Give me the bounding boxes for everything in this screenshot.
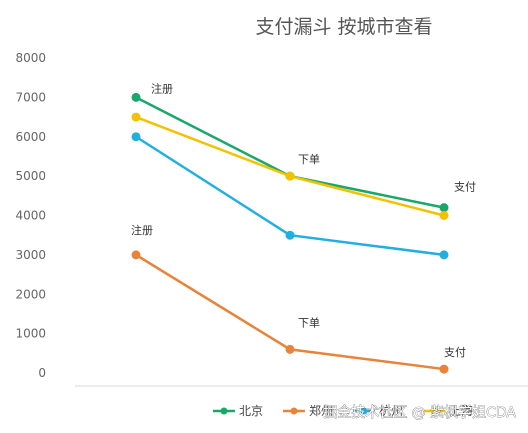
watermark: 掘金技术社区 @ 紫枫学姐CDA <box>323 405 516 421</box>
annotation-label: 注册 <box>131 223 153 237</box>
annotation-label: 注册 <box>151 81 173 95</box>
data-point <box>439 250 449 260</box>
legend-swatch-marker <box>430 407 438 415</box>
legend: 北京 郑州 杭州 上海 <box>213 403 473 418</box>
legend-swatch-marker <box>360 407 368 415</box>
y-tick-label: 7000 <box>15 90 46 104</box>
y-tick-label: 6000 <box>15 130 46 144</box>
data-point <box>131 132 141 142</box>
annotation-label: 下单 <box>298 316 320 329</box>
y-tick-label: 3000 <box>15 248 46 262</box>
series-line-0 <box>135 96 445 209</box>
y-tick-label: 4000 <box>15 209 46 223</box>
annotation-label: 下单 <box>298 153 320 166</box>
data-point <box>285 230 295 240</box>
annotation-label: 支付 <box>444 346 466 359</box>
legend-label: 杭州 <box>379 403 403 418</box>
y-tick-label: 1000 <box>15 327 46 341</box>
annotation-label: 支付 <box>454 181 476 194</box>
y-tick-label: 5000 <box>15 169 46 183</box>
legend-label: 上海 <box>449 403 473 418</box>
data-point <box>131 92 141 102</box>
chart-title: 支付漏斗 按城市查看 <box>255 16 432 38</box>
y-tick-label: 8000 <box>15 51 46 65</box>
legend-label: 北京 <box>239 404 263 418</box>
legend-swatch-marker <box>220 407 228 415</box>
data-point <box>131 250 141 260</box>
y-axis-ticks: 8000 7000 6000 5000 4000 3000 2000 1000 0 <box>15 51 46 380</box>
y-tick-label: 0 <box>38 366 46 380</box>
series-points <box>131 92 449 374</box>
data-point <box>439 211 449 220</box>
data-point <box>285 344 295 354</box>
legend-label: 郑州 <box>309 403 333 418</box>
data-point <box>131 112 141 122</box>
y-tick-label: 2000 <box>15 287 46 301</box>
data-point <box>439 203 449 213</box>
data-point <box>439 364 449 374</box>
data-point <box>285 171 295 181</box>
legend-swatch-marker <box>290 407 298 415</box>
